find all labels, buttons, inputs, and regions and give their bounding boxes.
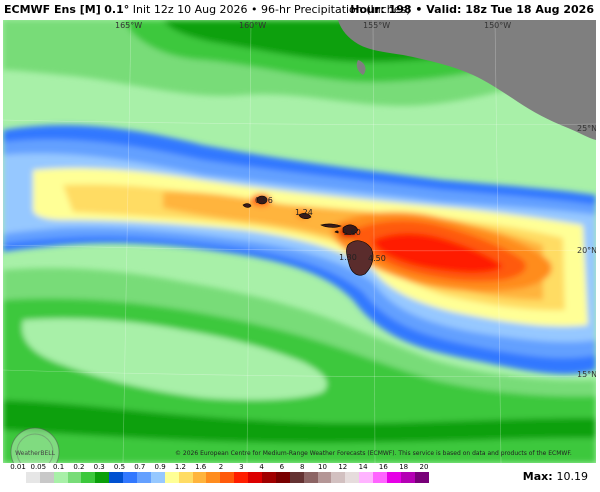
legend-swatch <box>373 472 388 483</box>
legend-swatch <box>317 472 332 483</box>
map-header: ECMWF Ens [M] 0.1° Init 12z 10 Aug 2026 … <box>0 0 600 20</box>
legend-tick-label: 20 <box>419 463 429 471</box>
legend-swatch <box>164 472 179 483</box>
max-label-text: Max: <box>522 470 553 483</box>
legend-tick-label: 0.5 <box>113 463 126 471</box>
precipitation-field <box>3 20 596 463</box>
legend-tick-label: 0.2 <box>73 463 85 471</box>
legend-swatch <box>400 472 415 483</box>
island-oahu <box>298 212 312 220</box>
color-legend: 0.01 0.05 0.1 0.2 0.3 0.5 0.7 0.9 1.2 1.6 2 3 4 6 8 10 1… <box>0 463 600 492</box>
legend-swatch <box>206 472 221 483</box>
legend-tick-label: 0.3 <box>93 463 105 471</box>
legend-swatch <box>262 472 276 483</box>
longitude-label: 165°W <box>115 21 143 30</box>
model-resolution: 0.1° <box>104 3 130 16</box>
island-niihau <box>242 203 252 208</box>
precip-value-label: 1.60 <box>343 228 361 237</box>
legend-tick-label: 1.2 <box>174 463 186 471</box>
valid-value: 18z Tue 18 Aug 2026 <box>465 3 594 16</box>
legend-tick-label: 0.05 <box>30 463 47 471</box>
max-value: Max: 10.19 <box>523 470 588 483</box>
init-time: Init 12z 10 Aug 2026 <box>132 3 248 16</box>
legend-tick-label: 18 <box>399 463 409 471</box>
legend-color-bar <box>12 472 429 483</box>
legend-swatch <box>81 472 96 483</box>
latitude-label: 25°N <box>577 124 596 133</box>
legend-swatch <box>303 472 318 483</box>
product-name: 96-hr Precipitation (Inches) <box>261 3 411 16</box>
legend-tick-label: 4 <box>259 463 264 471</box>
precip-value-label: 1.24 <box>295 208 313 217</box>
precip-value-label: 4.50 <box>368 254 386 263</box>
legend-swatch <box>67 472 82 483</box>
weatherbell-logo: WeatherBELL <box>8 425 62 463</box>
copyright-notice: © 2026 European Centre for Medium-Range … <box>175 450 572 457</box>
legend-tick-label: 14 <box>358 463 368 471</box>
legend-tick-label: 3 <box>239 463 244 471</box>
header-separator: • <box>415 3 423 16</box>
legend-swatch <box>359 472 374 483</box>
legend-tick-label: 0.7 <box>134 463 146 471</box>
legend-swatch <box>289 472 304 483</box>
legend-tick-labels: 0.01 0.05 0.1 0.2 0.3 0.5 0.7 0.9 1.2 1.6 2 3 4 6 8 10 1… <box>10 463 432 472</box>
graticule <box>3 20 596 463</box>
legend-swatch <box>345 472 360 483</box>
legend-tick-label: 1.6 <box>195 463 207 471</box>
logo-graphic: WeatherBELL <box>10 427 60 463</box>
precipitation-map[interactable]: 165°W 160°W 155°W 150°W 25°N 20°N 15°N 0… <box>3 20 596 463</box>
legend-swatch <box>150 472 165 483</box>
logo-text: WeatherBELL <box>15 450 56 457</box>
legend-tick-label: 0.9 <box>154 463 166 471</box>
longitude-label: 160°W <box>239 21 267 30</box>
land-area-island <box>356 60 366 75</box>
model-name: ECMWF Ens [M] <box>4 3 101 16</box>
legend-swatch <box>53 472 68 483</box>
legend-swatch <box>331 472 346 483</box>
forecast-time: Hour: 198 • Valid: 18z Tue 18 Aug 2026 <box>350 0 594 20</box>
legend-swatch <box>123 472 138 483</box>
legend-swatch <box>414 472 429 483</box>
precip-value-label: 1.30 <box>339 253 357 262</box>
legend-swatch <box>25 472 40 483</box>
title-separator: • <box>251 3 258 16</box>
legend-tick-label: 8 <box>299 463 305 471</box>
legend-swatch <box>12 472 26 483</box>
legend-swatch <box>192 472 207 483</box>
legend-tick-label: 0.01 <box>10 463 26 471</box>
island-molokai <box>320 223 342 228</box>
legend-swatch <box>39 472 54 483</box>
hour-value: 198 <box>388 3 412 16</box>
legend-tick-label: 2 <box>218 463 224 471</box>
precip-value-label: 0.96 <box>255 196 273 205</box>
legend-tick-label: 10 <box>318 463 327 471</box>
legend-swatch <box>234 472 249 483</box>
legend-tick-label: 16 <box>378 463 388 471</box>
latitude-label: 15°N <box>577 370 596 379</box>
longitude-label: 150°W <box>484 21 512 30</box>
longitude-label: 155°W <box>363 21 391 30</box>
legend-swatch <box>275 472 290 483</box>
hawaiian-islands <box>242 195 374 276</box>
legend-tick-label: 6 <box>279 463 285 471</box>
island-maui <box>342 224 359 235</box>
latitude-label: 20°N <box>577 246 596 255</box>
legend-swatch <box>95 472 110 483</box>
legend-swatch <box>220 472 235 483</box>
island-kauai <box>256 195 268 205</box>
legend-swatch <box>178 472 193 483</box>
legend-swatch <box>387 472 401 483</box>
legend-swatch <box>248 472 263 483</box>
map-title: ECMWF Ens [M] 0.1° Init 12z 10 Aug 2026 … <box>4 0 411 20</box>
island-lanai <box>334 230 339 234</box>
island-hawaii <box>346 240 374 276</box>
legend-swatch <box>137 472 151 483</box>
valid-label: Valid: <box>426 3 462 16</box>
hour-label: Hour: <box>350 3 385 16</box>
max-value-number: 10.19 <box>556 470 589 483</box>
legend-tick-label: 0.1 <box>53 463 65 471</box>
legend-swatch <box>109 472 124 483</box>
land-area <box>338 20 596 140</box>
legend-tick-label: 12 <box>338 463 348 471</box>
